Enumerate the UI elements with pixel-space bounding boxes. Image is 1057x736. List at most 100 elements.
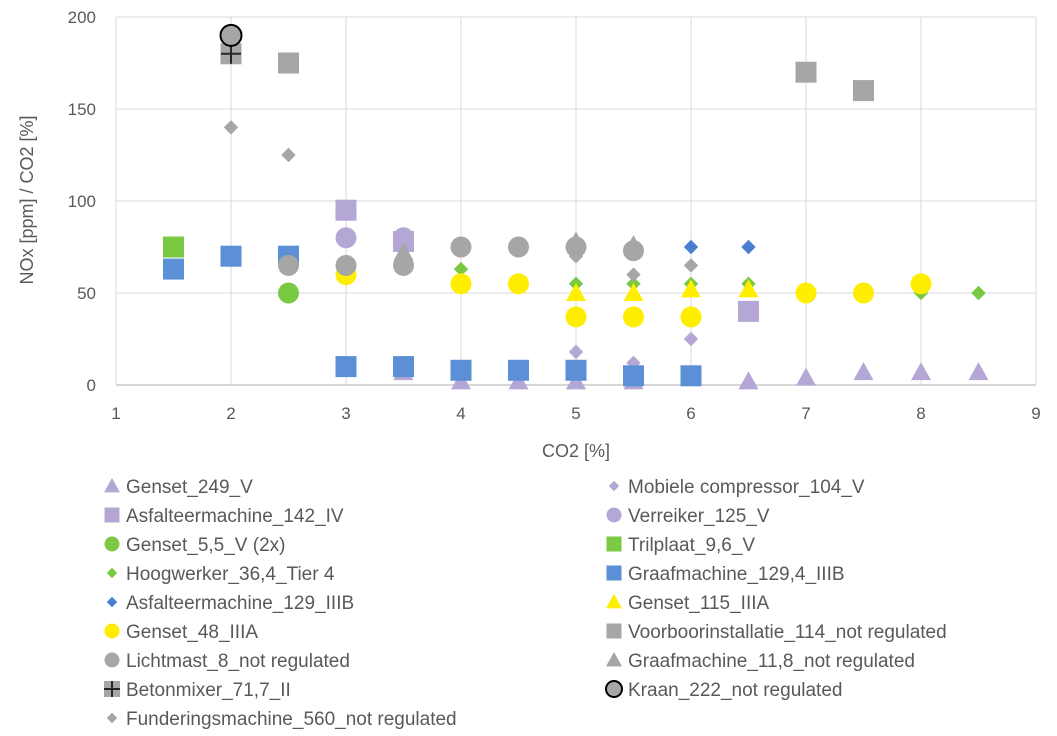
data-point <box>623 235 644 254</box>
data-point <box>450 236 472 258</box>
data-point <box>566 231 586 250</box>
data-point <box>795 282 817 304</box>
data-point <box>565 306 587 328</box>
legend-marker <box>606 623 622 639</box>
x-tick-label: 5 <box>571 404 580 423</box>
data-point <box>335 199 357 221</box>
legend-label: Trilplaat_9,6_V <box>628 535 755 556</box>
data-point <box>681 279 701 298</box>
legend-label: Betonmixer_71,7_II <box>126 680 291 701</box>
series-5 <box>163 236 184 258</box>
data-point <box>683 258 699 273</box>
series-15 <box>219 23 243 47</box>
legend-marker <box>606 565 622 581</box>
legend-marker <box>104 623 120 639</box>
series-3 <box>335 227 414 249</box>
data-point <box>508 273 529 295</box>
x-tick-label: 7 <box>801 404 810 423</box>
data-point <box>221 43 241 64</box>
y-axis-title: NOx [ppm] / CO2 [%] <box>17 115 37 284</box>
y-tick-label: 0 <box>87 376 96 395</box>
series-8 <box>683 239 756 255</box>
legend-marker <box>608 480 620 492</box>
data-point <box>623 306 644 328</box>
legend-label: Hoogwerker_36,4_Tier 4 <box>126 564 335 585</box>
data-point <box>623 283 644 301</box>
legend-label: Mobiele compressor_104_V <box>628 477 865 498</box>
axes: 1 2 3 4 5 6 7 8 9 0 50 100 150 200 <box>68 8 1041 423</box>
series-10 <box>335 264 932 328</box>
data-point <box>508 236 529 258</box>
data-point <box>223 120 239 135</box>
series-1 <box>568 331 699 371</box>
x-tick-label: 4 <box>456 404 465 423</box>
data-point <box>450 273 472 295</box>
x-tick-label: 6 <box>686 404 695 423</box>
data-point <box>680 365 702 387</box>
data-point <box>741 239 756 255</box>
data-point <box>278 254 299 276</box>
legend-marker <box>106 567 118 579</box>
y-tick-label: 100 <box>68 192 96 211</box>
data-point <box>795 61 817 83</box>
data-point <box>683 331 699 347</box>
legend-marker <box>606 507 622 523</box>
data-point <box>508 359 529 381</box>
legend-label: Asfalteermachine_142_IV <box>126 506 344 527</box>
legend-marker <box>606 536 622 552</box>
data-point <box>738 279 759 298</box>
series-4 <box>278 282 299 304</box>
legend-label: Genset_115_IIIA <box>628 593 770 614</box>
series-7 <box>163 245 702 387</box>
data-point <box>393 227 414 249</box>
legend-marker <box>104 536 120 552</box>
legend-marker <box>104 681 120 697</box>
data-point <box>738 371 759 390</box>
data-point <box>971 285 986 301</box>
legend-label: Kraan_222_not regulated <box>628 680 842 701</box>
x-tick-label: 8 <box>916 404 925 423</box>
y-tick-label: 150 <box>68 100 96 119</box>
data-point <box>911 362 931 381</box>
x-tick-label: 2 <box>226 404 235 423</box>
x-tick-label: 9 <box>1031 404 1040 423</box>
legend-marker <box>606 594 622 609</box>
data-point <box>565 359 587 381</box>
data-point <box>393 242 414 261</box>
data-point <box>219 23 243 47</box>
legend-label: Funderingsmachine_560_not regulated <box>126 709 457 730</box>
y-tick-label: 50 <box>77 284 96 303</box>
data-point <box>278 52 299 74</box>
data-point <box>626 267 641 282</box>
data-point <box>335 356 357 378</box>
legend-label: Genset_5,5_V (2x) <box>126 535 285 556</box>
legend-label: Verreiker_125_V <box>628 506 770 527</box>
data-point <box>450 359 472 381</box>
legend-marker <box>605 680 623 698</box>
legend-marker <box>104 507 120 523</box>
legend: Genset_249_V Mobiele compressor_104_V Asfa… <box>104 477 947 730</box>
data-point <box>163 258 184 280</box>
legend-marker <box>106 596 118 608</box>
legend-label: Graafmachine_129,4_IIIB <box>628 564 845 585</box>
series-11 <box>220 43 874 102</box>
data-point <box>335 254 357 276</box>
data-point <box>680 306 702 328</box>
legend-label: Genset_249_V <box>126 477 253 498</box>
legend-label: Graafmachine_11,8_not regulated <box>628 651 915 672</box>
y-tick-label: 200 <box>68 8 96 27</box>
legend-marker <box>606 652 622 667</box>
legend-label: Voorboorinstallatie_114_not regulated <box>628 622 947 643</box>
x-axis-title: CO2 [%] <box>542 441 610 461</box>
data-point <box>910 273 932 295</box>
series-16 <box>223 120 699 282</box>
series-14 <box>221 43 241 64</box>
series-9 <box>566 279 759 301</box>
data-point <box>853 80 874 102</box>
legend-label: Asfalteermachine_129_IIIB <box>126 593 354 614</box>
data-point <box>683 239 699 255</box>
data-point <box>393 356 414 378</box>
data-point <box>335 227 357 249</box>
